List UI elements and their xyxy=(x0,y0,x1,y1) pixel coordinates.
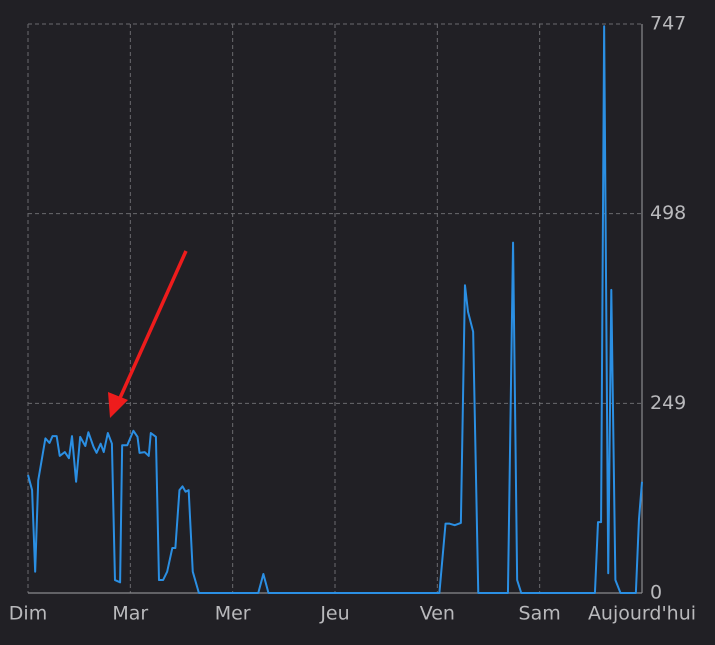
y-tick-label: 747 xyxy=(650,13,686,35)
x-tick-label: Mar xyxy=(112,603,148,625)
plot xyxy=(27,25,643,594)
y-tick-label: 498 xyxy=(650,202,686,224)
x-tick-label: Dim xyxy=(9,603,47,625)
y-tick-label: 249 xyxy=(650,392,686,414)
annotation-arrow xyxy=(108,250,188,418)
x-tick-label: Ven xyxy=(420,603,455,625)
x-tick-label: Mer xyxy=(215,603,251,625)
x-tick-label: Aujourd'hui xyxy=(588,603,696,625)
arrow-shaft xyxy=(118,250,188,399)
y-tick-label: 0 xyxy=(650,582,662,604)
x-tick-label: Sam xyxy=(519,603,561,625)
data-line xyxy=(27,25,643,594)
arrow-head xyxy=(108,392,128,418)
x-tick-label: Jeu xyxy=(319,603,349,625)
